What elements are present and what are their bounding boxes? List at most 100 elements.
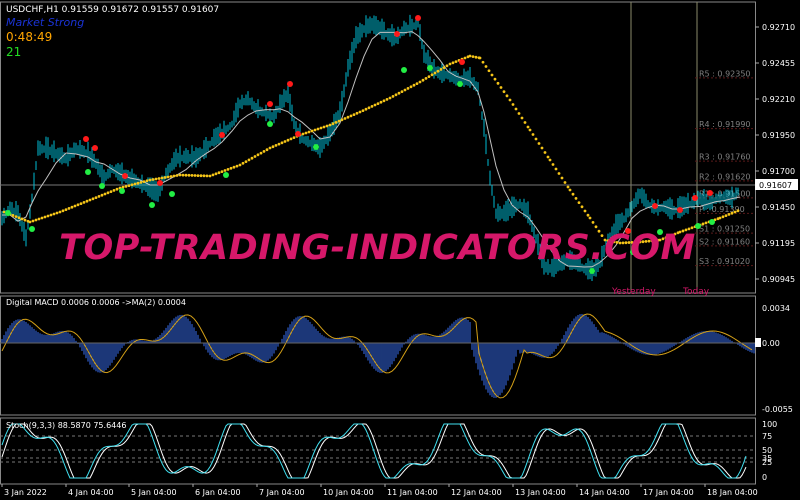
trend-dot: [64, 208, 68, 212]
trend-dot: [256, 153, 260, 157]
trend-dot: [673, 232, 677, 236]
trend-dot: [502, 90, 506, 94]
trend-dot: [658, 238, 662, 242]
trend-dot: [554, 167, 558, 171]
trend-dot: [586, 213, 590, 217]
trend-dot: [644, 240, 648, 243]
trend-dot: [337, 119, 341, 123]
trend-dot: [546, 155, 550, 159]
trend-dot: [641, 240, 645, 244]
buy-signal-dot: [630, 249, 636, 255]
buy-signal-dot: [427, 65, 433, 71]
trend-dot: [370, 105, 374, 108]
trend-dot: [588, 216, 592, 220]
trend-dot: [331, 122, 335, 126]
trend-dot: [436, 69, 440, 73]
trend-dot: [511, 103, 515, 106]
trend-dot: [313, 128, 317, 132]
trend-dot: [577, 201, 581, 205]
trend-dot: [409, 85, 413, 89]
trend-dot: [133, 182, 137, 186]
trend-dot: [597, 229, 601, 233]
sell-signal-dot: [267, 101, 273, 107]
trend-dot: [624, 241, 628, 245]
trend-dot: [439, 68, 443, 71]
trend-dot: [490, 73, 494, 77]
trend-dot: [241, 161, 245, 165]
sell-signal-dot: [677, 207, 683, 213]
trend-dot: [427, 75, 431, 78]
trend-dot: [397, 91, 401, 95]
trend-dot: [226, 168, 230, 171]
trend-dot: [283, 140, 287, 143]
stoch-tick-label: 35: [762, 454, 772, 463]
buy-signal-dot: [401, 67, 407, 73]
macd-panel[interactable]: 0.0034 0.00 -0.0055: [0, 304, 793, 414]
pivot-levels: R5 : 0.92350 R4 : 0.91990 R3 : 0.91760 R2 :…: [0, 2, 755, 293]
trend-dot: [58, 210, 62, 214]
trend-dot: [346, 115, 350, 119]
trend-dot: [448, 62, 452, 66]
trend-dot: [730, 211, 734, 215]
buy-signal-dot: [709, 219, 715, 225]
trend-dot: [615, 241, 619, 244]
trend-dot: [724, 214, 728, 218]
trend-dot: [31, 219, 35, 223]
trend-dot: [664, 236, 668, 240]
trend-dot: [193, 174, 197, 177]
trend-dot: [733, 210, 737, 214]
pivot-level-label: S2 : 0.91160: [699, 237, 750, 246]
price-tick-label: 0.92710: [762, 23, 795, 32]
trend-dot: [594, 225, 598, 229]
trend-dot: [124, 185, 128, 188]
trend-dot: [160, 176, 164, 180]
trend-dot: [382, 99, 386, 103]
trend-dot: [352, 113, 356, 116]
trend-dot: [11, 214, 15, 217]
trend-dot: [46, 214, 50, 218]
trend-dot: [612, 240, 616, 244]
buy-signal-dot: [169, 191, 175, 197]
trend-dot: [310, 129, 314, 133]
price-tick-label: 0.91700: [762, 167, 795, 176]
trend-dot: [319, 126, 323, 130]
trend-dot: [661, 237, 665, 241]
stoch-header: Stoch(9,3,3) 88.5870 75.6446: [6, 421, 126, 430]
sell-signal-dot: [157, 180, 163, 186]
trend-dot: [253, 155, 257, 158]
trend-dot: [406, 87, 410, 90]
trend-dot: [334, 121, 338, 124]
trend-dot: [94, 196, 98, 200]
pivot-level-label: R5 : 0.92350: [699, 69, 751, 78]
time-tick-label: 10 Jan 04:00: [323, 488, 374, 497]
trend-dot: [376, 102, 380, 105]
trend-dot: [82, 201, 86, 204]
trend-dot: [442, 66, 446, 69]
trend-dot: [328, 123, 332, 127]
trend-dot: [136, 181, 140, 185]
trend-dot: [151, 178, 155, 181]
trend-dot: [367, 106, 371, 110]
price-panel[interactable]: R5 : 0.92350 R4 : 0.91990 R3 : 0.91760 R2 :…: [0, 2, 755, 293]
trend-dot: [121, 185, 125, 189]
trend-dot: [223, 169, 227, 172]
trend-dot: [349, 114, 353, 118]
trend-dot: [474, 55, 478, 59]
trend-dot: [277, 142, 281, 146]
price-tick-label: 0.92455: [762, 59, 795, 68]
trend-dot: [23, 218, 27, 222]
trend-dot: [418, 80, 422, 84]
trend-dot: [704, 221, 708, 225]
trend-dot: [514, 107, 518, 111]
trend-dot: [217, 171, 221, 175]
trend-dot: [508, 98, 512, 102]
trend-dot: [148, 178, 152, 182]
trend-dot: [647, 239, 651, 243]
trend-dot: [127, 184, 131, 188]
trend-dot: [568, 188, 572, 192]
time-tick-label: 14 Jan 04:00: [579, 488, 630, 497]
trend-dot: [403, 88, 407, 92]
